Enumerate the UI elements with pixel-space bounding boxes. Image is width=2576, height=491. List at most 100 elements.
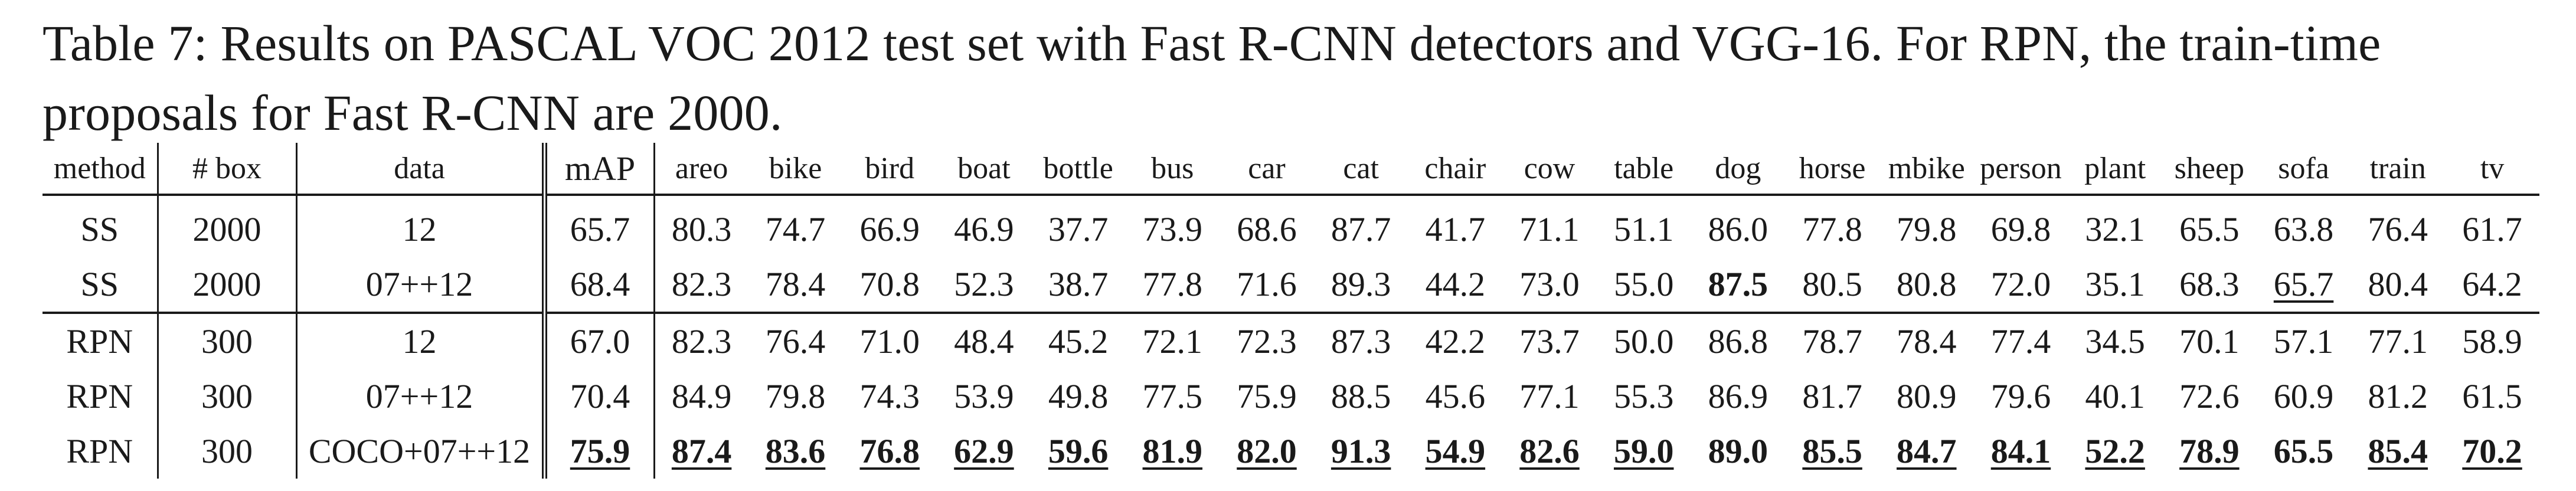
class-ap-cell: 70.2 [2462,432,2522,470]
class-ap-cell: 81.9 [1142,432,1203,470]
class-ap-cell: 91.3 [1331,432,1391,470]
column-header-class: bike [769,151,822,185]
class-ap-cell: 69.8 [1990,210,2051,248]
caption-line-2: proposals for Fast R-CNN are 2000. [43,84,783,141]
column-header-class: bird [865,151,915,185]
training-data-cell: 12 [296,195,547,257]
column-header-class: sheep [2174,151,2245,185]
table-row: RPN 300 12 67.0 82.3 76.4 71.0 48.4 45.2… [43,313,2539,369]
class-ap-cell: 82.3 [671,322,732,361]
class-ap-cell: 52.2 [2085,432,2145,470]
class-ap-cell: 48.4 [954,322,1014,361]
class-ap-cell: 42.2 [1425,322,1486,361]
class-ap-cell: 78.7 [1802,322,1862,361]
class-ap-cell: 70.8 [859,265,920,303]
column-header-class: bus [1151,151,1194,185]
class-ap-cell: 77.1 [1519,377,1580,415]
column-header-box: # box [158,143,298,195]
class-ap-cell: 79.6 [1990,377,2051,415]
column-header-class: dog [1715,151,1761,185]
class-ap-cell: 78.9 [2179,432,2240,470]
class-ap-cell: 58.9 [2462,322,2522,361]
class-ap-cell: 89.3 [1331,265,1391,303]
class-ap-cell: 61.7 [2462,210,2522,248]
column-header-map: mAP [544,143,655,195]
class-ap-cell: 76.4 [765,322,826,361]
class-ap-cell: 75.9 [1237,377,1297,415]
class-ap-cell: 72.6 [2179,377,2240,415]
class-ap-cell: 50.0 [1613,322,1674,361]
class-ap-cell: 59.0 [1613,432,1674,470]
class-ap-cell: 65.5 [2273,432,2334,470]
class-ap-cell: 78.4 [1897,322,1957,361]
column-header-class: horse [1799,151,1866,185]
class-ap-cell: 74.3 [859,377,920,415]
method-cell: SS [43,257,159,313]
class-ap-cell: 49.8 [1048,377,1109,415]
class-ap-cell: 80.5 [1802,265,1862,303]
map-cell: 68.4 [544,257,655,313]
class-ap-cell: 65.5 [2179,210,2240,248]
class-ap-cell: 41.7 [1425,210,1486,248]
column-header-class: tv [2480,151,2505,185]
table-row: RPN 300 07++12 70.4 84.9 79.8 74.3 53.9 … [43,369,2539,424]
class-ap-cell: 76.4 [2368,210,2428,248]
class-ap-cell: 52.3 [954,265,1014,303]
map-cell: 70.4 [544,369,655,424]
class-ap-cell: 45.2 [1048,322,1109,361]
class-ap-cell: 84.7 [1897,432,1957,470]
class-ap-cell: 68.3 [2179,265,2240,303]
class-ap-cell: 81.7 [1802,377,1862,415]
column-header-class: chair [1424,151,1486,185]
class-ap-cell: 88.5 [1331,377,1391,415]
column-header-class: sofa [2278,151,2329,185]
column-header-class: plant [2084,151,2146,185]
class-ap-cell: 62.9 [954,432,1014,470]
class-ap-cell: 55.3 [1613,377,1674,415]
box-count-cell: 300 [158,369,298,424]
class-ap-cell: 84.1 [1990,432,2051,470]
class-ap-cell: 63.8 [2273,210,2334,248]
class-ap-cell: 86.8 [1708,322,1768,361]
class-ap-cell: 80.8 [1897,265,1957,303]
class-ap-cell: 61.5 [2462,377,2522,415]
class-ap-cell: 73.0 [1519,265,1580,303]
class-ap-cell: 85.5 [1802,432,1862,470]
training-data-cell: 07++12 [296,257,547,313]
table-caption: Table 7: Results on PASCAL VOC 2012 test… [43,8,2545,148]
class-ap-cell: 71.6 [1237,265,1297,303]
class-ap-cell: 86.9 [1708,377,1768,415]
class-ap-cell: 45.6 [1425,377,1486,415]
class-ap-cell: 81.2 [2368,377,2428,415]
class-ap-cell: 34.5 [2085,322,2145,361]
class-ap-cell: 40.1 [2085,377,2145,415]
class-ap-cell: 53.9 [954,377,1014,415]
class-ap-cell: 80.3 [671,210,732,248]
class-ap-cell: 83.6 [765,432,826,470]
class-ap-cell: 87.3 [1331,322,1391,361]
class-ap-cell: 82.0 [1237,432,1297,470]
class-ap-cell: 66.9 [859,210,920,248]
column-header-data: data [296,143,547,195]
box-count-cell: 2000 [158,195,298,257]
class-ap-cell: 65.7 [2273,265,2334,303]
column-header-class: car [1248,151,1286,185]
column-header-class: train [2369,151,2426,185]
column-header-class: person [1980,151,2062,185]
class-ap-cell: 73.7 [1519,322,1580,361]
class-ap-cell: 64.2 [2462,265,2522,303]
column-header-class: bottle [1043,151,1113,185]
training-data-cell: 12 [296,313,547,369]
header-row: method # box data mAP areo bike bird boa… [43,143,2539,195]
column-header-class: areo [675,151,728,185]
table-row: SS 2000 12 65.7 80.3 74.7 66.9 46.9 37.7… [43,195,2539,257]
class-ap-cell: 59.6 [1048,432,1109,470]
method-cell: RPN [43,369,159,424]
column-header-class: table [1614,151,1674,185]
class-ap-cell: 82.3 [671,265,732,303]
class-ap-cell: 80.9 [1897,377,1957,415]
class-ap-cell: 78.4 [765,265,826,303]
class-ap-cell: 37.7 [1048,210,1109,248]
class-ap-cell: 51.1 [1613,210,1674,248]
map-cell: 75.9 [544,424,655,479]
